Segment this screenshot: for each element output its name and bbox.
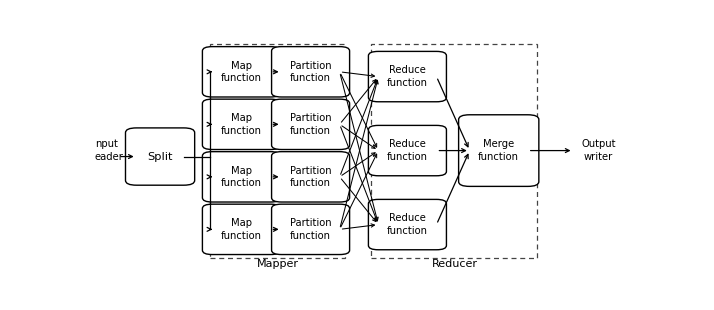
Text: Reduce
function: Reduce function: [387, 65, 428, 88]
FancyBboxPatch shape: [458, 115, 539, 186]
Text: nput
eader: nput eader: [95, 140, 124, 162]
Text: Partition
function: Partition function: [290, 218, 331, 241]
Text: Reduce
function: Reduce function: [387, 140, 428, 162]
Text: Mapper: Mapper: [256, 259, 298, 269]
FancyBboxPatch shape: [368, 51, 446, 102]
FancyBboxPatch shape: [271, 152, 350, 202]
Bar: [210, 44, 346, 258]
Text: Split: Split: [147, 152, 173, 162]
Text: Merge
function: Merge function: [478, 140, 519, 162]
Text: Partition
function: Partition function: [290, 113, 331, 135]
Text: Map
function: Map function: [221, 218, 262, 241]
FancyBboxPatch shape: [368, 126, 446, 176]
Text: Reducer: Reducer: [431, 259, 478, 269]
FancyBboxPatch shape: [202, 46, 281, 97]
Text: Partition
function: Partition function: [290, 166, 331, 188]
FancyBboxPatch shape: [126, 128, 195, 185]
Text: Output
writer: Output writer: [581, 140, 615, 162]
FancyBboxPatch shape: [271, 204, 350, 255]
Text: Map
function: Map function: [221, 61, 262, 83]
FancyBboxPatch shape: [202, 152, 281, 202]
Text: Map
function: Map function: [221, 113, 262, 135]
Text: Map
function: Map function: [221, 166, 262, 188]
FancyBboxPatch shape: [271, 46, 350, 97]
Text: Reduce
function: Reduce function: [387, 213, 428, 236]
FancyBboxPatch shape: [202, 204, 281, 255]
Bar: [371, 44, 538, 258]
FancyBboxPatch shape: [368, 199, 446, 250]
Text: Partition
function: Partition function: [290, 61, 331, 83]
FancyBboxPatch shape: [271, 99, 350, 149]
FancyBboxPatch shape: [202, 99, 281, 149]
